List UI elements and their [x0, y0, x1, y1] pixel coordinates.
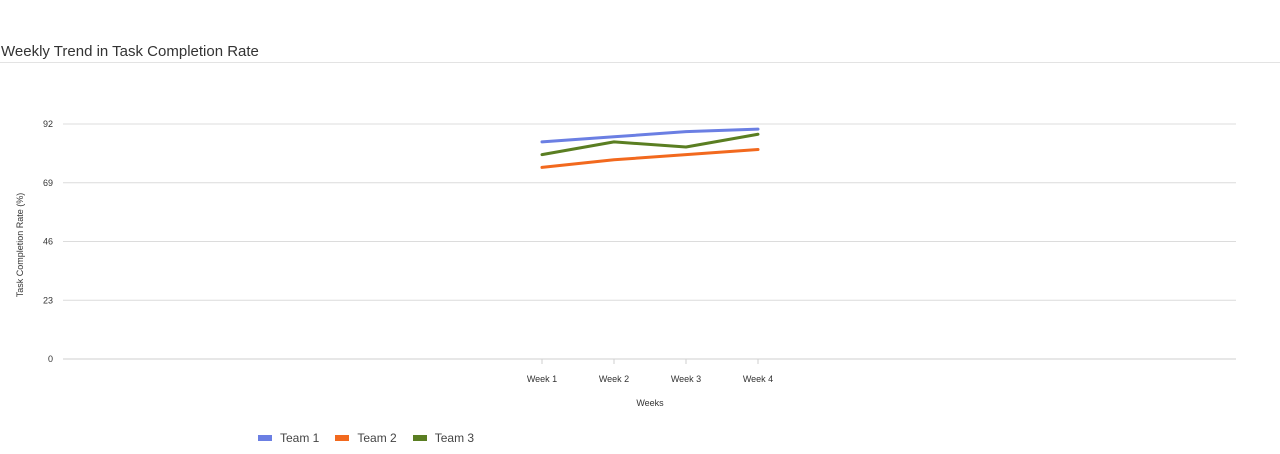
- series-lines: [540, 127, 760, 169]
- y-tick-label: 69: [43, 178, 53, 188]
- x-axis-label: Weeks: [636, 398, 664, 408]
- x-tick-label: Week 1: [527, 374, 557, 384]
- chart-title: Weekly Trend in Task Completion Rate: [1, 43, 259, 60]
- series-line-team-1[interactable]: [540, 127, 760, 144]
- y-tick-label: 46: [43, 237, 53, 247]
- y-tick-label: 92: [43, 119, 53, 129]
- legend-item[interactable]: Team 1: [258, 431, 319, 445]
- series-line-team-3[interactable]: [540, 132, 760, 157]
- y-tick-label: 0: [48, 354, 53, 364]
- legend-swatch: [412, 435, 427, 441]
- gridlines: [63, 123, 1236, 360]
- y-tick-label: 23: [43, 295, 53, 305]
- legend-label: Team 3: [434, 431, 475, 445]
- x-axis-ticks: Week 1 Week 2 Week 3 Week 4: [527, 359, 773, 384]
- y-axis-label: Task Completion Rate (%): [15, 193, 25, 298]
- legend-label: Team 2: [357, 431, 397, 445]
- series-line-team-2[interactable]: [540, 148, 760, 169]
- legend-swatch: [258, 435, 272, 441]
- legend-label: Team 1: [280, 431, 320, 445]
- legend-swatch: [335, 435, 350, 441]
- x-tick-label: Week 2: [599, 374, 629, 384]
- x-tick-label: Week 4: [743, 374, 773, 384]
- chart-header: Weekly Trend in Task Completion Rate: [0, 0, 1280, 63]
- legend-item[interactable]: Team 2: [335, 431, 397, 445]
- legend: Team 1 Team 2 Team 3: [258, 431, 490, 445]
- y-axis-ticks: 0 23 46 69 92: [43, 119, 53, 364]
- x-tick-label: Week 3: [671, 374, 701, 384]
- legend-item[interactable]: Team 3: [412, 431, 475, 445]
